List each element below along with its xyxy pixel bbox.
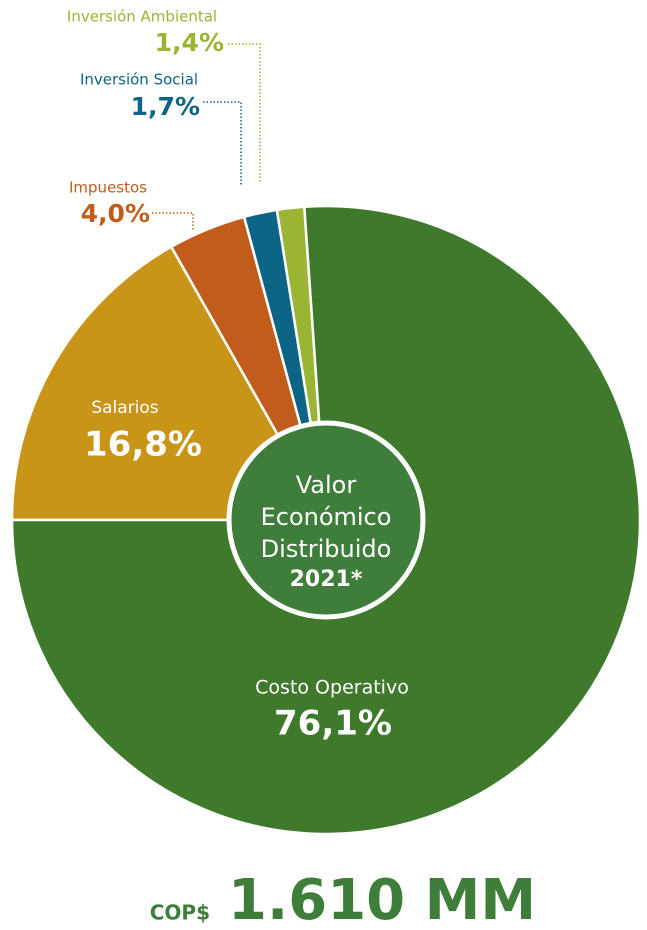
center-year: 2021* (290, 567, 363, 592)
slice-label: Salarios (91, 398, 158, 418)
center-text: Distribuido (261, 535, 392, 563)
value-label: 4,0% (81, 199, 150, 228)
value-label: 1,7% (131, 92, 200, 121)
leader-line (228, 44, 260, 182)
center-text: Económico (261, 503, 392, 531)
slice-label: Inversión Social (80, 71, 198, 89)
value-label: 16,8% (84, 425, 202, 465)
total-prefix: COP$ (150, 901, 210, 925)
leader-line (203, 102, 241, 186)
value-label: 76,1% (274, 704, 392, 744)
chart: Salarios 16,8% Impuestos 4,0% Inversión Soci… (0, 0, 647, 930)
total: 1.610 MM (228, 868, 536, 930)
slice-label: Costo Operativo (255, 677, 409, 699)
center-text: Valor (296, 471, 357, 499)
slice-label: Impuestos (69, 179, 147, 197)
value-label: 1,4% (155, 28, 224, 57)
slice-label: Inversión Ambiental (67, 8, 217, 26)
leader-line (152, 213, 193, 230)
